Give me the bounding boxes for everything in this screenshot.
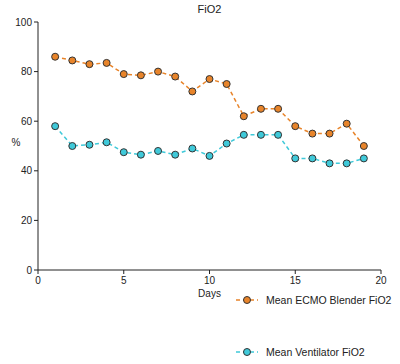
- y-tick-label: 20: [21, 215, 33, 226]
- data-point: [86, 61, 93, 68]
- data-point: [240, 113, 247, 120]
- y-tick-label: 60: [21, 116, 33, 127]
- data-point: [309, 130, 316, 137]
- data-point: [326, 160, 333, 167]
- data-point: [189, 88, 196, 95]
- y-tick-label: 0: [26, 265, 32, 276]
- plot-area: [52, 53, 368, 167]
- legend-marker: [244, 349, 251, 356]
- legend-marker: [244, 297, 251, 304]
- y-axis: [38, 22, 39, 270]
- data-point: [52, 53, 59, 60]
- x-tick: [295, 270, 296, 274]
- x-tick: [381, 270, 382, 274]
- data-point: [257, 105, 264, 112]
- data-point: [189, 145, 196, 152]
- data-point: [155, 147, 162, 154]
- data-point: [360, 143, 367, 150]
- x-axis-label: Days: [198, 288, 221, 299]
- data-point: [275, 105, 282, 112]
- chart: FiO2 0 20 40 60 80 100 0 5 10 15 20 Days% Mean ECMO B…: [0, 0, 400, 364]
- x-tick-label: 10: [204, 275, 216, 286]
- data-point: [360, 155, 367, 162]
- title: FiO2: [198, 3, 222, 15]
- legend: Mean ECMO Blender FiO2 Mean Ventilator Fi…: [236, 294, 392, 358]
- data-point: [326, 130, 333, 137]
- x-tick: [209, 270, 210, 274]
- x-tick-label: 5: [121, 275, 127, 286]
- legend-label: Mean Ventilator FiO2: [266, 346, 365, 358]
- data-point: [292, 123, 299, 130]
- data-point: [155, 68, 162, 75]
- x-tick-label: 15: [290, 275, 302, 286]
- y-tick: [34, 121, 38, 122]
- y-tick: [34, 170, 38, 171]
- data-point: [69, 57, 76, 64]
- y-tick: [34, 22, 38, 23]
- data-point: [343, 120, 350, 127]
- data-point: [343, 160, 350, 167]
- data-point: [223, 140, 230, 147]
- data-point: [69, 143, 76, 150]
- y-tick: [34, 71, 38, 72]
- data-point: [103, 59, 110, 66]
- data-point: [137, 151, 144, 158]
- data-point: [240, 131, 247, 138]
- data-point: [137, 72, 144, 79]
- y-tick: [34, 270, 38, 271]
- y-tick: [34, 220, 38, 221]
- x-tick: [38, 270, 39, 274]
- y-axis-label: %: [12, 137, 21, 148]
- legend-label: Mean ECMO Blender FiO2: [266, 294, 392, 306]
- data-point: [257, 131, 264, 138]
- x-tick-label: 20: [375, 275, 387, 286]
- data-point: [223, 81, 230, 88]
- y-tick-label: 80: [21, 66, 33, 77]
- data-point: [172, 73, 179, 80]
- series-line: [55, 57, 364, 146]
- data-point: [206, 76, 213, 83]
- y-tick-label: 100: [15, 17, 32, 28]
- data-point: [309, 155, 316, 162]
- data-point: [292, 155, 299, 162]
- y-tick-label: 40: [21, 165, 33, 176]
- series-line: [55, 126, 364, 163]
- data-point: [120, 71, 127, 78]
- x-tick-label: 0: [35, 275, 41, 286]
- data-point: [86, 141, 93, 148]
- data-point: [275, 131, 282, 138]
- data-point: [120, 149, 127, 156]
- data-point: [52, 123, 59, 130]
- data-point: [206, 152, 213, 159]
- data-point: [172, 151, 179, 158]
- x-tick: [123, 270, 124, 274]
- data-point: [103, 139, 110, 146]
